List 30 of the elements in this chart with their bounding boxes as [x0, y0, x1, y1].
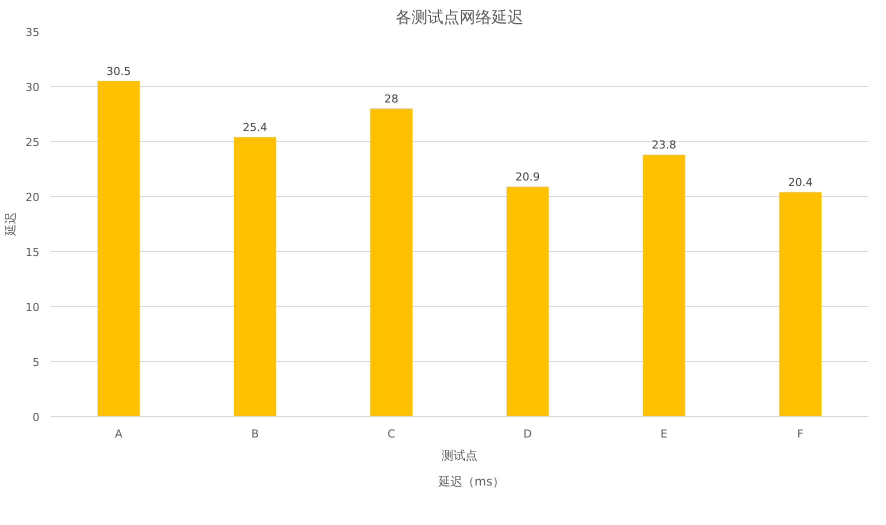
- data-label: 25.4: [242, 121, 268, 134]
- y-tick-label: 30: [26, 81, 40, 94]
- y-tick-label: 20: [26, 191, 40, 204]
- bar: [642, 154, 686, 416]
- x-tick-label: E: [660, 428, 668, 440]
- data-label: 30.5: [106, 65, 131, 78]
- x-tick-label: A: [114, 428, 123, 440]
- data-label: 20.4: [788, 176, 813, 190]
- x-tick-label: B: [251, 428, 259, 440]
- y-tick-label: 15: [26, 246, 40, 259]
- x-tick-label: F: [797, 428, 804, 440]
- text: 延迟（ms）: [438, 474, 504, 490]
- bar: [98, 81, 140, 416]
- y-axis-title: 延迟: [4, 212, 18, 237]
- bar: [370, 108, 412, 416]
- y-tick-label: 0: [32, 411, 40, 424]
- chart-title: 各测试点网络延迟: [396, 8, 524, 26]
- bar: [779, 192, 822, 416]
- x-axis-title: 测试点: [442, 448, 478, 462]
- y-tick-label: 25: [26, 136, 40, 149]
- bar: [234, 137, 276, 416]
- x-tick-label: C: [387, 428, 396, 440]
- bar: [506, 186, 549, 416]
- y-tick-label: 10: [26, 301, 40, 314]
- data-label: 23.8: [652, 138, 676, 152]
- y-tick-label: 5: [32, 356, 40, 369]
- data-label: 20.9: [515, 170, 540, 184]
- x-tick-label: D: [523, 428, 532, 440]
- data-label: 28: [384, 92, 398, 106]
- y-tick-label: 35: [26, 26, 40, 39]
